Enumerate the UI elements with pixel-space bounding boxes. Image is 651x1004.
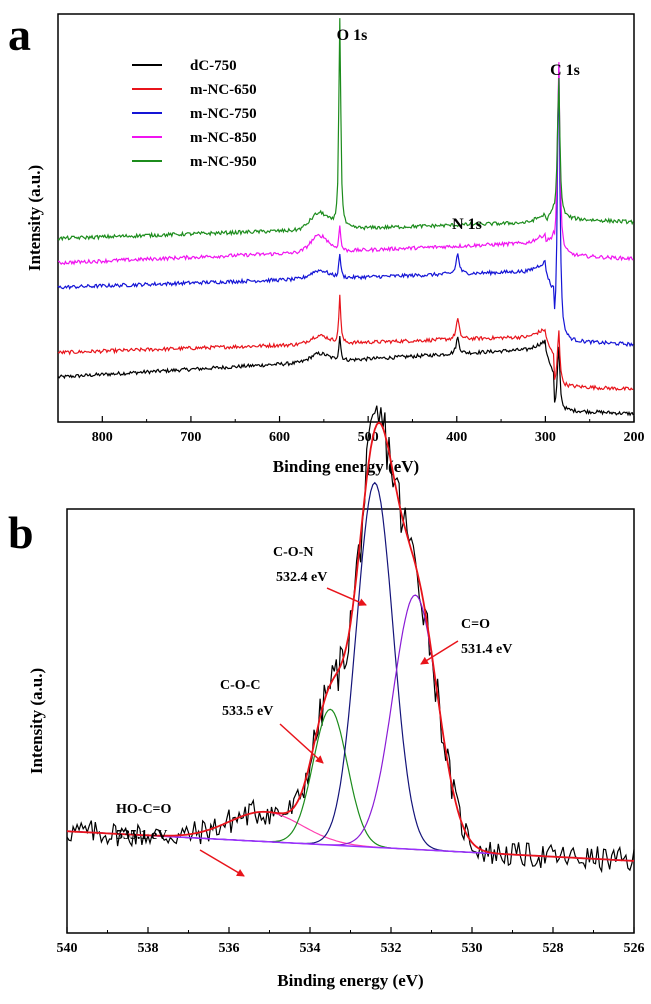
x-tick-label-700: 700	[180, 430, 201, 445]
annotation-arrow-c-o	[420, 640, 459, 665]
x-axis-label-a: Binding energy (eV)	[273, 457, 419, 476]
legend-label-m-nc-950: m-NC-950	[190, 154, 257, 170]
x-ticks-b: 540 538 536 534 532 530 528 526	[57, 927, 645, 956]
fit-envelope-line	[66, 421, 635, 862]
component-labels-b: HO-C=O 535.1 eV C-O-C 533.5 eV C-O-N 532.4 eV…	[116, 545, 512, 877]
series-line-m-nc-750	[57, 64, 634, 348]
series-line-m-nc-650	[57, 294, 634, 392]
x-tick-label-b-532: 532	[381, 941, 402, 956]
component-energy-c-o: 531.4 eV	[461, 642, 512, 657]
series-line-m-nc-950	[57, 18, 634, 242]
series-line-m-nc-850	[57, 62, 634, 266]
component-energy-c-o-c: 533.5 eV	[222, 704, 273, 719]
x-tick-label-b-538: 538	[138, 941, 159, 956]
x-tick-label-b-534: 534	[300, 941, 321, 956]
chart-a: 800 700 600 500 400 300 200 dC-750m-NC-650m-NC…	[25, 13, 645, 476]
component-energy-ho-c-o: 535.1 eV	[116, 828, 167, 843]
y-axis-label-a: Intensity (a.u.)	[25, 165, 44, 271]
component-label-c-o: C=O	[461, 617, 490, 632]
x-tick-label-200: 200	[624, 430, 645, 445]
component-energy-c-o-n: 532.4 eV	[276, 570, 327, 585]
annotation-arrow-c-o-c	[279, 723, 324, 764]
x-tick-label-b-528: 528	[543, 941, 564, 956]
peak-label-o-1s: O 1s	[337, 27, 368, 44]
peak-label-n-1s: N 1s	[452, 216, 482, 233]
x-tick-label-600: 600	[269, 430, 290, 445]
component-curve-c-o	[66, 594, 635, 862]
legend-label-dc-750: dC-750	[190, 58, 237, 74]
x-ticks-a: 800 700 600 500 400 300 200	[57, 416, 645, 445]
panel-letter-b: b	[8, 507, 34, 558]
legend-label-m-nc-750: m-NC-750	[190, 106, 257, 122]
legend-a: dC-750 m-NC-650 m-NC-750 m-NC-850 m-NC-950	[132, 58, 257, 170]
peak-labels-a: O 1s C 1s N 1s	[337, 27, 580, 233]
plot-frame-a	[57, 13, 635, 423]
x-tick-label-b-530: 530	[462, 941, 483, 956]
plot-frame-b	[66, 508, 635, 934]
x-tick-label-800: 800	[92, 430, 113, 445]
x-tick-label-400: 400	[446, 430, 467, 445]
component-label-ho-c-o: HO-C=O	[116, 802, 172, 817]
component-label-c-o-n: C-O-N	[273, 545, 313, 560]
series-b	[66, 405, 635, 874]
x-tick-label-b-540: 540	[57, 941, 78, 956]
x-axis-label-b: Binding energy (eV)	[277, 971, 423, 990]
series-a	[57, 18, 634, 417]
y-axis-label-b: Intensity (a.u.)	[27, 668, 46, 774]
x-tick-label-b-526: 526	[624, 941, 645, 956]
x-tick-label-300: 300	[535, 430, 556, 445]
annotation-arrow-ho-c-o	[199, 849, 245, 877]
legend-label-m-nc-650: m-NC-650	[190, 82, 257, 98]
component-label-c-o-c: C-O-C	[220, 678, 260, 693]
legend-label-m-nc-850: m-NC-850	[190, 130, 257, 146]
chart-b: 540 538 536 534 532 530 528 526 HO-C=O 535.1 eV C…	[27, 405, 645, 990]
series-line-dc-750	[57, 336, 634, 417]
panel-letter-a: a	[8, 9, 31, 60]
annotation-arrow-c-o-n	[326, 587, 367, 606]
x-tick-label-b-536: 536	[219, 941, 240, 956]
peak-label-c-1s: C 1s	[550, 62, 580, 79]
